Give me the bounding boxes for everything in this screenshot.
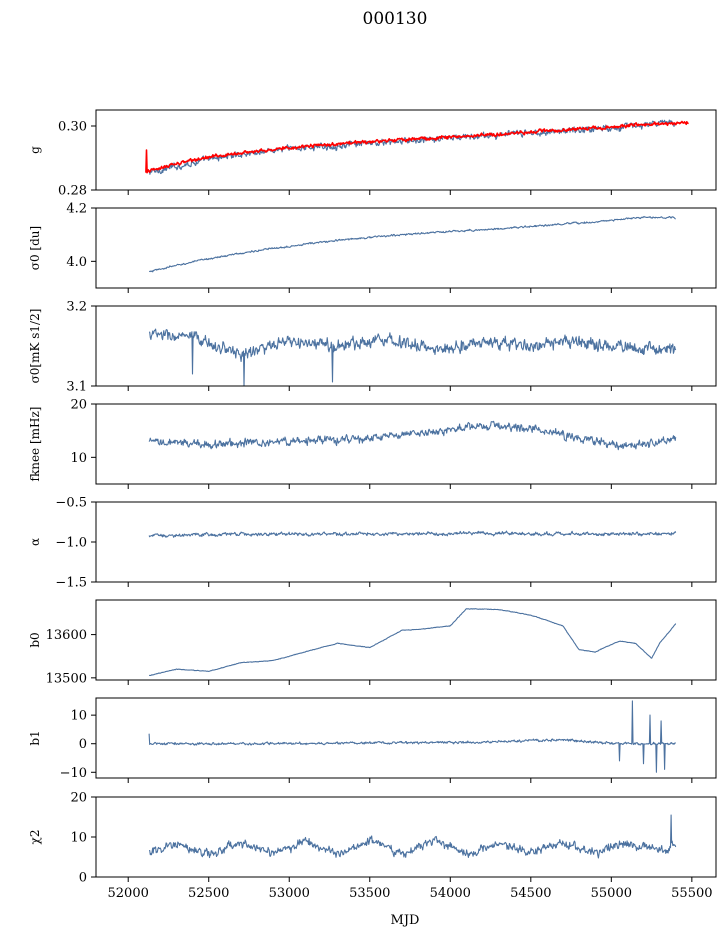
y-axis-label-g: g (28, 146, 42, 154)
xtick-label: 53500 (349, 886, 390, 901)
ytick-label: 20 (70, 791, 87, 806)
panel-g-frame (95, 109, 717, 191)
panel-sigma0_mk-plot-area (148, 328, 677, 386)
xtick-label: 52500 (188, 886, 229, 901)
ytick-label: 0 (79, 871, 87, 886)
panel-chi2: 0 10 20 52000 52500 53000 53500 54000 54500 55000… (28, 791, 717, 901)
ytick-label: −10 (60, 766, 87, 781)
panel-sigma0_du: 4.0 4.2 σ0 [du] (28, 202, 717, 293)
panel-sigma0_mk: 3.1 3.2 σ0[mK s1/2] (28, 300, 717, 395)
panel-sigma0_du-plot-area (148, 215, 676, 273)
ytick-label: 0.28 (58, 184, 87, 199)
x-axis-label: MJD (391, 913, 420, 928)
panel-alpha-frame (95, 501, 717, 583)
ytick-label: 0 (79, 737, 87, 752)
ytick-label: 13500 (46, 671, 87, 686)
panel-alpha: −1.5 −1.0 −0.5 α (28, 496, 717, 591)
series-b0-data (149, 608, 677, 676)
panel-fknee: 10 20 fknee [mHz] (28, 398, 717, 489)
panel-fknee-frame (95, 403, 717, 485)
panel-g-plot-area (145, 119, 689, 175)
ytick-label: −1.0 (55, 536, 87, 551)
panel-b0: 13500 13600 b0 (28, 599, 717, 686)
panel-b0-frame (95, 599, 717, 681)
ytick-label: 4.2 (66, 202, 87, 217)
panel-chi2-plot-area (149, 814, 677, 859)
ytick-label: 3.2 (66, 300, 87, 315)
xtick-label: 54000 (430, 886, 471, 901)
ytick-label: 10 (70, 709, 87, 724)
panel-g: 0.28 0.30 g (28, 109, 717, 199)
series-g-model (145, 120, 689, 174)
ytick-label: 4.0 (66, 255, 87, 270)
panel-sigma0_du-frame (95, 207, 717, 289)
xtick-label: 52000 (108, 886, 149, 901)
xtick-label: 55500 (671, 886, 712, 901)
series-fknee-data (148, 420, 677, 451)
y-axis-label-alpha: α (28, 538, 42, 546)
series-chi2-data (149, 814, 677, 859)
panel-alpha-plot-area (148, 530, 677, 538)
panels: 0.28 0.30 g 4.0 4.2 σ0 [du] 3.1 3.2 σ0[mK s1/2] 1… (28, 109, 717, 901)
xtick-label: 53000 (269, 886, 310, 901)
y-axis-label-sigma0_mk: σ0[mK s1/2] (28, 309, 42, 384)
panel-sigma0_mk-frame (95, 305, 717, 387)
panel-b1-frame (95, 697, 717, 779)
panel-b1: −10 0 10 b1 (28, 697, 717, 783)
ytick-label: 10 (70, 831, 87, 846)
ytick-label: 13600 (46, 628, 87, 643)
series-sigma0_mk-data (148, 328, 677, 386)
panel-b1-plot-area (148, 700, 677, 773)
y-axis-label-fknee: fknee [mHz] (28, 407, 42, 482)
series-sigma0_du-data (148, 215, 676, 273)
y-axis-label-b1: b1 (28, 730, 42, 745)
xtick-label: 54500 (510, 886, 551, 901)
figure-title: 000130 (363, 9, 428, 29)
y-axis-label-sigma0_du: σ0 [du] (28, 226, 42, 270)
ytick-label: 0.30 (58, 120, 87, 135)
panel-fknee-plot-area (148, 420, 677, 451)
ytick-label: 20 (70, 398, 87, 413)
panel-b0-plot-area (149, 608, 677, 676)
ytick-label: −1.5 (55, 576, 87, 591)
ytick-label: 3.1 (66, 380, 87, 395)
series-b1-data (148, 700, 677, 773)
y-axis-label-chi2: χ2 (28, 830, 42, 845)
xtick-label: 55000 (591, 886, 632, 901)
ytick-label: 10 (70, 451, 87, 466)
panel-chi2-frame (95, 796, 717, 878)
y-axis-label-b0: b0 (28, 632, 42, 647)
ytick-label: −0.5 (55, 496, 87, 511)
series-alpha-data (148, 530, 677, 538)
